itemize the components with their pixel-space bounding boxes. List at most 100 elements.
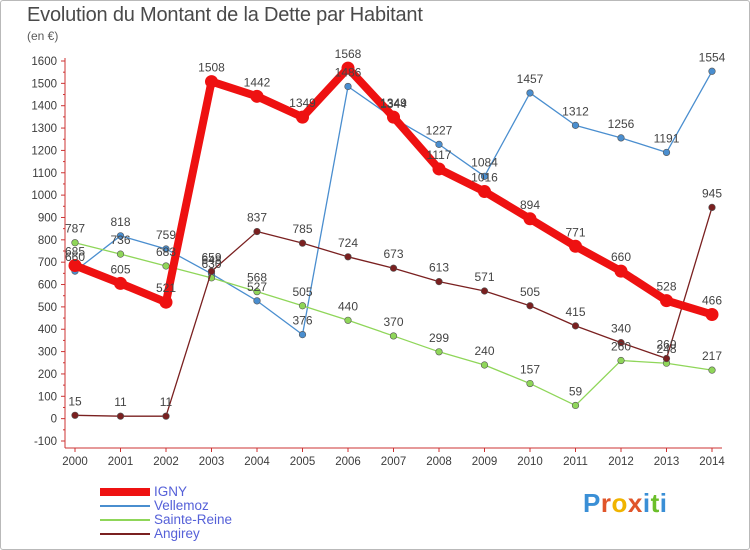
data-label-igny: 1349 — [380, 96, 407, 110]
brand-letter: P — [583, 488, 601, 518]
legend-label-igny: IGNY — [154, 484, 188, 499]
y-tick-label: 800 — [38, 235, 57, 247]
data-point-sainte-reine — [298, 302, 307, 310]
y-tick-label: 1100 — [32, 168, 57, 180]
series-layer — [68, 61, 719, 420]
chart-subtitle: (en €) — [27, 29, 59, 43]
data-point-vellemoz — [162, 245, 170, 253]
legend-label-angirey: Angirey — [154, 526, 200, 541]
data-point-igny — [114, 276, 127, 290]
brand-letter: i — [659, 488, 668, 518]
data-point-vellemoz — [435, 140, 443, 148]
data-label-angirey: 340 — [611, 322, 631, 336]
data-point-igny — [68, 259, 82, 273]
data-label-vellemoz: 1312 — [562, 104, 589, 118]
series-angirey — [71, 203, 716, 420]
data-point-vellemoz — [571, 121, 580, 129]
data-point-angirey — [116, 412, 125, 420]
data-point-sainte-reine — [253, 288, 261, 296]
legend-item-angirey: Angirey — [100, 526, 320, 541]
y-tick-label: 300 — [38, 347, 57, 359]
data-label-angirey: 15 — [68, 394, 82, 408]
data-label-igny: 1349 — [289, 96, 316, 110]
data-point-angirey — [435, 278, 443, 286]
data-label-vellemoz: 818 — [110, 215, 130, 229]
data-point-sainte-reine — [344, 316, 352, 324]
x-tick-label: 2011 — [563, 456, 588, 468]
data-label-sainte-reine: 683 — [156, 245, 176, 259]
x-tick-label: 2005 — [290, 456, 316, 468]
data-point-igny — [523, 212, 537, 226]
x-tick-label: 2013 — [654, 456, 680, 468]
data-label-sainte-reine: 630 — [201, 257, 221, 271]
y-tick-label: 500 — [38, 302, 57, 314]
data-point-angirey — [71, 411, 79, 419]
data-label-angirey: 269 — [656, 338, 676, 352]
y-tick-label: 700 — [38, 257, 57, 269]
data-point-angirey — [526, 302, 534, 310]
data-point-igny — [660, 294, 673, 308]
y-tick-label: 1500 — [31, 78, 57, 90]
data-label-igny: 1117 — [427, 148, 452, 162]
data-point-igny — [159, 295, 173, 309]
y-tick-label: -100 — [34, 436, 57, 448]
y-tick-label: 1400 — [31, 101, 57, 113]
data-labels: 685 605 521 1508 1442 1349 1568 1349 1117 1016 894… — [65, 47, 726, 409]
data-label-vellemoz: 527 — [247, 280, 267, 294]
data-point-angirey — [708, 203, 716, 212]
data-point-angirey — [480, 287, 489, 295]
data-point-sainte-reine — [571, 401, 580, 410]
data-point-angirey — [253, 227, 261, 236]
x-tick-label: 2014 — [699, 456, 725, 468]
data-label-vellemoz: 1256 — [608, 117, 635, 131]
legend-swatch-sainte-reine — [100, 519, 150, 521]
data-label-igny: 1568 — [335, 47, 362, 61]
brand-letter: i — [642, 488, 651, 518]
data-label-igny: 605 — [110, 262, 130, 276]
brand-letter: x — [627, 488, 643, 518]
data-point-igny — [705, 307, 719, 321]
brand-letter: o — [611, 488, 628, 518]
data-label-igny: 521 — [156, 281, 176, 295]
legend-label-sainte-reine: Sainte-Reine — [154, 512, 233, 527]
data-point-sainte-reine — [435, 348, 443, 356]
data-label-igny: 466 — [702, 293, 722, 307]
data-point-angirey — [389, 264, 398, 272]
brand-letter: r — [600, 488, 612, 518]
y-tick-label: 0 — [51, 414, 57, 426]
data-point-sainte-reine — [480, 361, 489, 369]
data-label-vellemoz: 1227 — [426, 123, 453, 137]
data-label-angirey: 945 — [702, 186, 722, 200]
data-label-vellemoz: 759 — [156, 228, 176, 242]
data-point-angirey — [571, 322, 580, 330]
x-tick-label: 2006 — [335, 456, 361, 468]
x-tick-label: 2012 — [608, 456, 634, 468]
legend-item-sainte-reine: Sainte-Reine — [100, 512, 320, 527]
data-label-angirey: 11 — [160, 395, 173, 409]
data-point-vellemoz — [708, 67, 716, 75]
y-tick-label: 100 — [38, 391, 57, 403]
legend-swatch-angirey — [100, 533, 150, 535]
data-label-vellemoz: 1191 — [654, 131, 680, 145]
data-label-vellemoz: 1457 — [517, 72, 544, 86]
data-label-igny: 1508 — [198, 61, 225, 75]
data-label-sainte-reine: 248 — [656, 342, 676, 356]
chart-title: Evolution du Montant de la Dette par Hab… — [27, 4, 423, 26]
series-sainte-reine — [71, 239, 716, 410]
data-label-vellemoz: 1486 — [335, 65, 362, 79]
data-point-vellemoz — [298, 331, 307, 339]
x-tick-label: 2004 — [244, 456, 270, 468]
data-label-sainte-reine: 157 — [520, 363, 540, 377]
data-point-angirey — [207, 267, 216, 275]
brand-logo: Proxiti — [583, 488, 667, 519]
data-label-sainte-reine: 260 — [611, 340, 631, 354]
series-igny — [68, 61, 719, 321]
data-point-igny — [478, 185, 491, 199]
data-label-vellemoz: 1554 — [699, 50, 726, 64]
data-point-vellemoz — [480, 172, 489, 180]
data-point-sainte-reine — [617, 356, 625, 365]
data-label-angirey: 11 — [114, 395, 127, 409]
data-point-igny — [614, 264, 628, 278]
data-point-sainte-reine — [708, 366, 716, 374]
y-tick-label: 200 — [38, 369, 57, 381]
